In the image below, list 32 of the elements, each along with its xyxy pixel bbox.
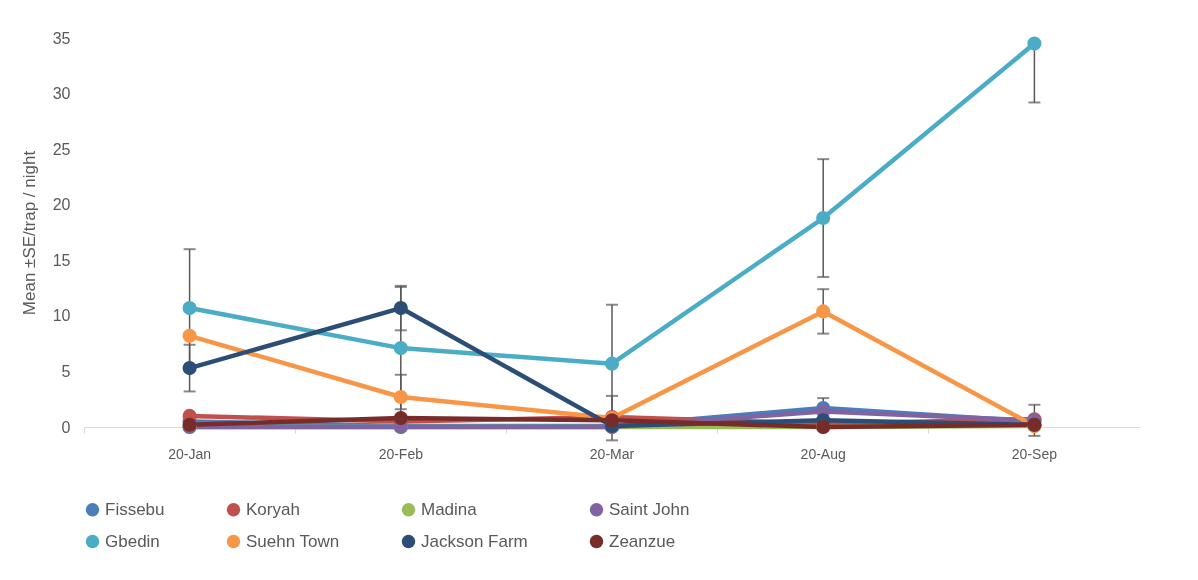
point bbox=[393, 389, 408, 405]
y-tick-label: 0 bbox=[61, 418, 71, 436]
x-tick-label: 20-Sep bbox=[1011, 445, 1058, 462]
y-tick-label: 15 bbox=[52, 251, 71, 269]
y-tick-label: 5 bbox=[61, 362, 71, 380]
legend-label: Fissebu bbox=[105, 499, 165, 519]
point bbox=[816, 210, 831, 226]
point bbox=[393, 301, 408, 316]
legend-label: Jackson Farm bbox=[421, 531, 528, 551]
x-tick-label: 20-Feb bbox=[378, 445, 424, 462]
y-tick-label: 35 bbox=[52, 29, 71, 47]
x-tick-label: 20-Aug bbox=[800, 445, 846, 462]
point bbox=[182, 328, 197, 343]
legend-label: Madina bbox=[421, 499, 478, 519]
point bbox=[1027, 36, 1042, 51]
y-tick-label: 30 bbox=[52, 85, 71, 103]
legend-label: Koryah bbox=[246, 499, 300, 519]
point bbox=[182, 301, 197, 316]
x-tick-label: 20-Jan bbox=[168, 445, 212, 462]
point bbox=[816, 304, 831, 319]
legend-label: Suehn Town bbox=[246, 531, 340, 551]
legend-label: Saint John bbox=[609, 499, 690, 519]
y-axis-title: Mean ±SE/trap / night bbox=[19, 150, 39, 316]
point bbox=[182, 361, 197, 376]
legend-label: Zeanzue bbox=[609, 531, 676, 551]
y-tick-label: 20 bbox=[52, 196, 71, 214]
point bbox=[393, 341, 408, 356]
y-tick-label: 25 bbox=[52, 140, 71, 158]
y-tick-label: 10 bbox=[52, 307, 71, 325]
point bbox=[604, 356, 620, 371]
x-tick-label: 20-Mar bbox=[589, 445, 635, 462]
legend-label: Gbedin bbox=[105, 531, 160, 551]
